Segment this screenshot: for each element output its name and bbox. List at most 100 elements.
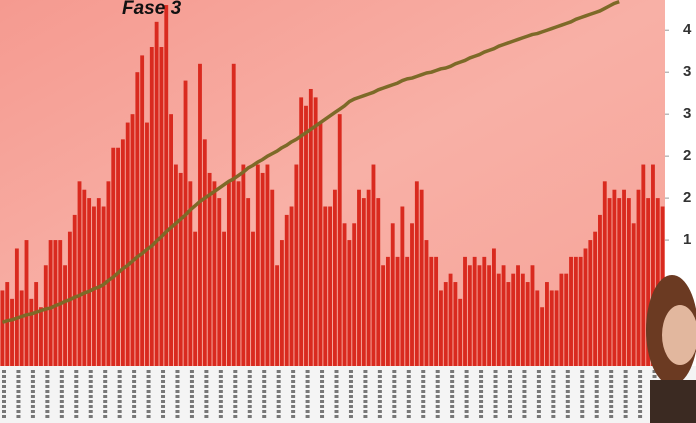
bar [506,282,511,366]
bar [328,206,333,366]
bar [342,223,347,366]
bar [598,214,602,366]
bar [458,298,463,366]
bar [564,273,569,366]
bar [304,105,308,366]
bar [520,273,525,366]
bar [14,248,19,366]
bar [198,63,202,366]
bar [289,206,294,366]
bar [385,256,390,366]
bar [337,114,342,366]
bar [636,189,641,366]
bar [467,265,472,366]
bar [323,206,328,366]
bar [0,290,5,366]
bar [270,189,275,366]
bar [284,214,289,366]
bar [299,97,304,366]
bar [251,231,255,366]
bar [193,231,198,366]
bar [559,273,564,366]
y-tick-label: 2 [683,189,691,206]
bar [578,256,583,366]
bar [183,80,188,366]
bar [390,223,395,366]
bar [82,189,87,366]
bar [626,198,631,366]
bar [43,265,48,366]
bar [120,139,125,366]
y-tick-label: 3 [683,105,691,122]
bar [72,214,77,366]
bar [87,198,92,366]
bar [63,265,67,366]
bar [265,164,270,366]
bar [96,198,101,366]
bar [434,256,439,366]
bar [313,97,318,366]
bar [19,290,24,366]
bar [414,181,419,366]
bar [361,198,366,366]
bar [400,206,405,366]
bar [617,198,622,366]
bar [530,265,535,366]
bar [655,198,660,366]
bar [410,223,414,366]
bar [424,240,429,366]
bar [212,181,217,366]
bar [429,256,434,366]
bar [226,181,231,366]
bar [453,282,458,366]
bar [554,290,559,366]
bar [159,47,164,366]
bar [588,240,593,366]
bar [34,282,39,366]
bar [352,223,357,366]
plot-background [0,0,665,366]
y-tick-label: 3 [683,63,691,80]
x-axis-strip [0,366,696,423]
bar [545,282,549,366]
bar [294,164,299,366]
bar [357,189,361,366]
bar [651,164,655,366]
bar [405,256,410,366]
bar [419,189,424,366]
y-tick-label: 1 [683,231,691,248]
bar [472,256,477,366]
bar [501,265,506,366]
bar [381,265,386,366]
marks [0,0,665,366]
y-tick-label: 4 [683,21,692,38]
annotation: Fase 3 [122,0,182,19]
bar [443,282,448,366]
bar [646,198,651,366]
bar [602,181,607,366]
bar [125,122,130,366]
bar [569,256,573,366]
bar [116,147,120,366]
bar [583,248,588,366]
y-tick-label: 2 [683,147,691,164]
bar [308,88,313,366]
bar [371,164,376,366]
bar [53,240,58,366]
bar [573,256,578,366]
bar [376,198,381,366]
bar [535,290,540,366]
bar [487,265,492,366]
bar [217,198,222,366]
bar [438,290,443,366]
bar [154,21,159,366]
bar [631,223,636,366]
bar [492,248,496,366]
bar [593,231,598,366]
bar [525,282,530,366]
bar [29,298,34,366]
bar [516,265,520,366]
bar [496,273,501,366]
bar [135,72,140,366]
